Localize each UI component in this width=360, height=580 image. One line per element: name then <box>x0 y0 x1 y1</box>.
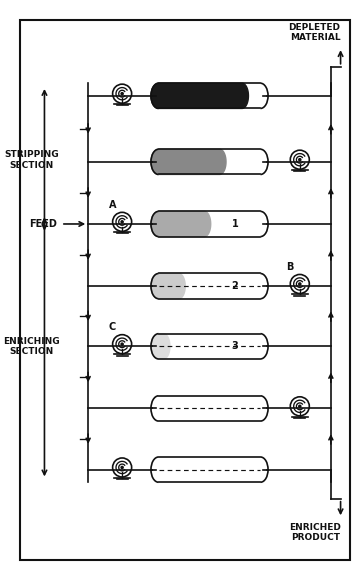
Text: 1: 1 <box>231 219 238 229</box>
Text: 2: 2 <box>231 281 238 291</box>
Circle shape <box>121 93 123 95</box>
Polygon shape <box>151 274 185 299</box>
Circle shape <box>299 158 301 161</box>
Text: STRIPPING
SECTION: STRIPPING SECTION <box>5 150 59 169</box>
Polygon shape <box>151 83 248 108</box>
Polygon shape <box>151 149 226 175</box>
Circle shape <box>121 221 123 223</box>
FancyBboxPatch shape <box>20 20 350 560</box>
Circle shape <box>121 466 123 469</box>
Text: FEED: FEED <box>29 219 57 229</box>
Text: ENRICHING
SECTION: ENRICHING SECTION <box>4 337 60 357</box>
Text: B: B <box>287 262 294 271</box>
Circle shape <box>299 283 301 285</box>
Text: DEPLETED
MATERIAL: DEPLETED MATERIAL <box>289 23 341 42</box>
Text: C: C <box>109 322 116 332</box>
Text: A: A <box>109 200 116 209</box>
Text: ENRICHED
PRODUCT: ENRICHED PRODUCT <box>289 523 341 542</box>
Polygon shape <box>151 211 211 237</box>
Circle shape <box>299 405 301 407</box>
Circle shape <box>121 343 123 345</box>
Polygon shape <box>151 334 170 359</box>
Text: 3: 3 <box>231 341 238 351</box>
